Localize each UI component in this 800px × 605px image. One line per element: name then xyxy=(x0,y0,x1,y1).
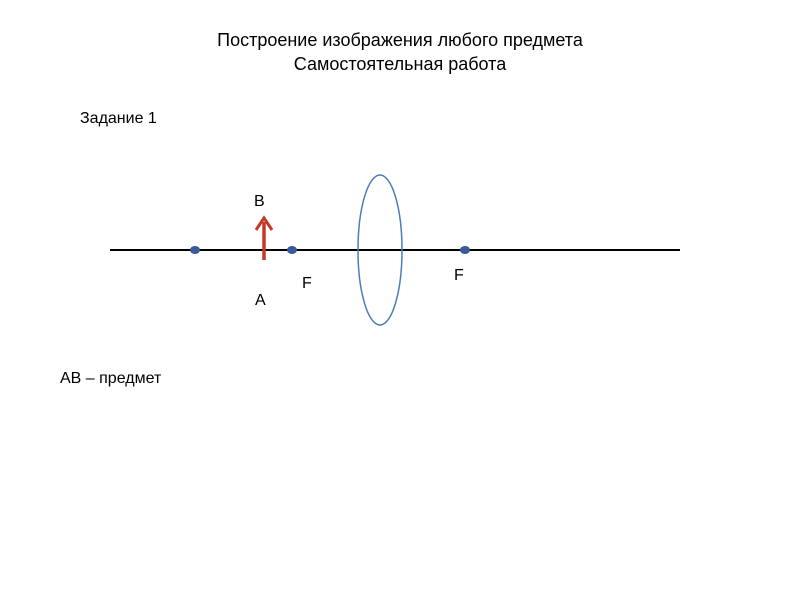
focal-point-2f-left xyxy=(190,246,200,254)
footer-label-text: АВ – предмет xyxy=(60,370,161,387)
footer-label: АВ – предмет xyxy=(60,370,161,388)
label-A: А xyxy=(255,292,266,309)
label-F-right: F xyxy=(454,267,464,284)
optics-diagram: В А F F xyxy=(0,0,800,600)
focal-point-f-right xyxy=(460,246,470,254)
object-arrow xyxy=(256,218,272,260)
label-B: В xyxy=(254,193,265,210)
focal-point-f-left xyxy=(287,246,297,254)
label-F-left: F xyxy=(302,275,312,292)
